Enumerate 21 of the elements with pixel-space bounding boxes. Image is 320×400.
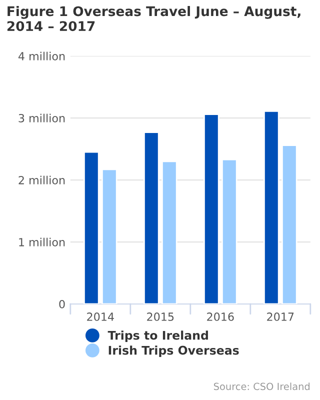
source-note: Source: CSO Ireland xyxy=(214,382,310,390)
legend-label: Irish Trips Overseas xyxy=(108,346,239,358)
bar xyxy=(204,114,220,304)
chart-title: Figure 1 Overseas Travel June – August, 2014 – 2017 xyxy=(7,6,300,32)
y-tick-label: 0 xyxy=(59,300,65,308)
bar xyxy=(264,110,280,304)
x-tick-label: 2016 xyxy=(207,312,234,321)
bar xyxy=(102,168,118,304)
bar xyxy=(282,144,298,304)
y-tick-label: 4 million xyxy=(18,52,65,60)
bar xyxy=(84,151,100,304)
x-tick-label: 2014 xyxy=(87,312,114,321)
x-tick-label: 2015 xyxy=(147,312,174,321)
legend-label: Trips to Ireland xyxy=(108,330,208,342)
bar xyxy=(144,132,160,304)
y-tick-label: 1 million xyxy=(19,238,65,246)
y-tick-label: 3 million xyxy=(18,114,65,122)
bar xyxy=(162,160,178,304)
x-tick-label: 2017 xyxy=(267,312,294,321)
y-tick-label: 2 million xyxy=(18,176,65,184)
bar xyxy=(222,158,238,304)
